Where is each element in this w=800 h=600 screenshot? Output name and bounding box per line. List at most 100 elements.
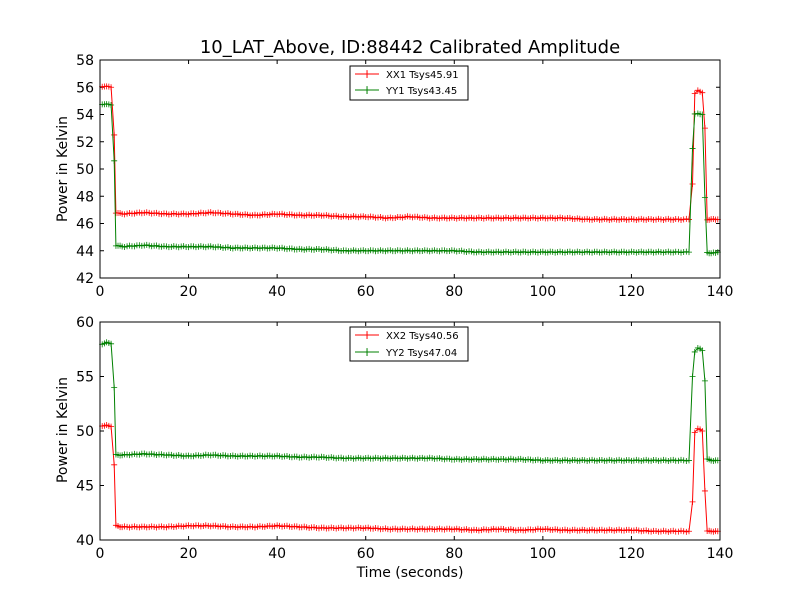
data-point [453, 215, 460, 222]
data-point [643, 249, 650, 256]
data-point [202, 522, 209, 529]
data-point [660, 249, 667, 256]
legend-label-yy1: YY1 Tsys43.45 [385, 86, 457, 97]
data-point [301, 523, 308, 530]
data-point [638, 528, 645, 535]
data-point [660, 456, 667, 463]
data-point [126, 524, 133, 531]
data-point [323, 246, 330, 253]
data-point [409, 214, 416, 221]
y-tick-label: 42 [76, 271, 94, 287]
data-point [554, 526, 561, 533]
data-point [274, 522, 281, 529]
y-tick-label: 45 [76, 479, 94, 495]
data-point [589, 216, 596, 223]
data-point [576, 457, 583, 464]
data-point [680, 528, 687, 535]
data-point [473, 455, 480, 462]
data-point [315, 211, 322, 218]
data-point [323, 212, 330, 219]
data-point [625, 526, 632, 533]
data-point [660, 527, 667, 534]
data-point [301, 212, 308, 219]
data-point [478, 527, 485, 534]
data-point [293, 523, 300, 530]
data-point [544, 215, 551, 222]
data-point [648, 216, 655, 223]
legend-marker-xx1: + [362, 67, 372, 81]
subplot-top: 10_LAT_Above, ID:88442 Calibrated Amplit… [55, 37, 733, 300]
data-point [633, 456, 640, 463]
data-point [392, 214, 399, 221]
data-point [424, 526, 431, 533]
data-point [271, 523, 278, 530]
data-point [404, 526, 411, 533]
data-point [202, 244, 209, 251]
data-point [409, 248, 416, 255]
data-point [512, 214, 519, 221]
data-point [205, 209, 212, 216]
data-point [252, 244, 258, 251]
data-point [539, 248, 546, 255]
data-point [530, 248, 537, 255]
data-point [495, 214, 502, 221]
data-point [288, 524, 295, 531]
data-point [136, 451, 143, 458]
data-point [436, 525, 443, 532]
data-point [557, 457, 564, 464]
legend-label-xx2: XX2 Tsys40.56 [386, 331, 459, 342]
data-point [530, 527, 537, 534]
data-point [121, 244, 128, 251]
data-point [111, 131, 118, 138]
data-point [168, 451, 175, 458]
data-point [185, 452, 192, 459]
data-point [229, 523, 236, 530]
data-point [111, 157, 118, 164]
data-point [136, 524, 143, 531]
data-point [530, 214, 537, 221]
data-point [512, 527, 519, 534]
legend-box-bottom [349, 326, 469, 362]
data-point [689, 498, 696, 505]
data-point [190, 523, 197, 530]
data-point [419, 248, 426, 255]
data-point [347, 524, 354, 531]
data-point [350, 213, 357, 220]
data-point [274, 211, 281, 218]
data-point [475, 214, 482, 221]
data-point [158, 523, 165, 530]
data-point [691, 429, 698, 436]
data-point [544, 525, 551, 532]
data-point [333, 246, 340, 253]
data-point [643, 456, 650, 463]
data-point [185, 211, 192, 218]
data-point [256, 452, 263, 459]
data-point [397, 526, 404, 533]
legend-label-yy2: YY2 Tsys47.04 [385, 348, 457, 359]
data-point [665, 528, 672, 535]
data-point [387, 455, 394, 462]
data-point [173, 523, 180, 530]
data-point [468, 248, 475, 255]
data-point [252, 453, 258, 460]
data-point [468, 214, 475, 221]
data-point [431, 455, 438, 462]
data-point [665, 215, 672, 222]
data-point [598, 457, 605, 464]
data-point [507, 526, 514, 533]
data-point [315, 454, 322, 461]
data-point [370, 213, 377, 220]
data-point [217, 209, 224, 216]
data-point [217, 244, 224, 251]
data-point [453, 455, 460, 462]
data-point [148, 523, 155, 530]
data-point [571, 526, 578, 533]
data-point [207, 243, 214, 250]
data-point [686, 249, 692, 256]
data-point [343, 525, 350, 532]
data-point [296, 211, 303, 218]
data-point [544, 249, 551, 256]
data-point [153, 524, 160, 531]
data-point [242, 211, 249, 218]
data-point [414, 247, 421, 254]
